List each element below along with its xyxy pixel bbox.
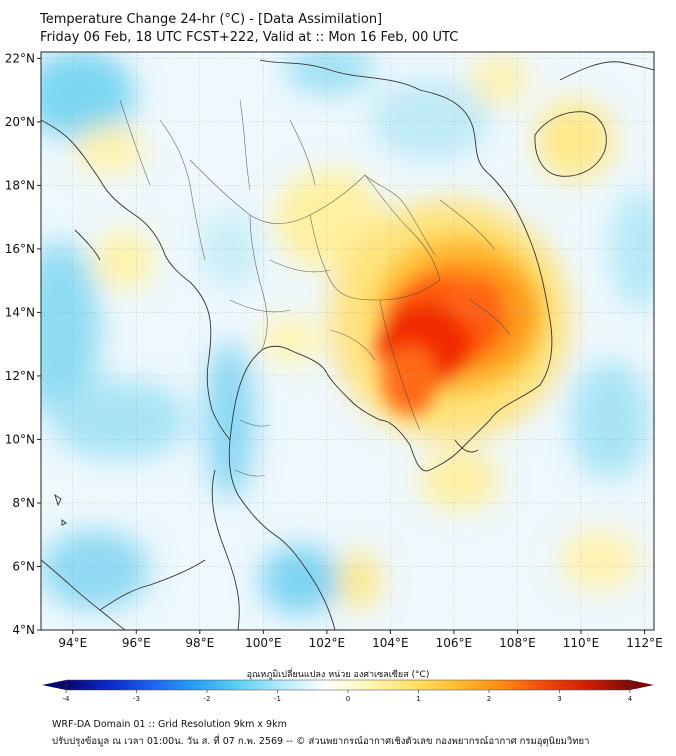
colorbar-title: อุณหภูมิเปลี่ยนแปลง หน่วย องศาเซลเซียส (… [246, 670, 430, 680]
lat-tick-label: 16°N [5, 242, 35, 256]
lon-tick-label: 110°E [563, 636, 600, 650]
lon-tick-label: 94°E [58, 636, 87, 650]
colorbar-tick-label: 1 [416, 695, 420, 703]
colorbar-tick-label: 2 [487, 695, 491, 703]
lon-tick-label: 102°E [309, 636, 346, 650]
colorbar: -4 -3 -2 -1 0 1 2 3 4 [42, 679, 654, 703]
map-subtitle: Friday 06 Feb, 18 UTC FCST+222, Valid at… [40, 30, 459, 45]
lon-tick-label: 108°E [499, 636, 536, 650]
colorbar-tick-label: -2 [204, 695, 211, 703]
lat-tick-label: 12°N [5, 369, 35, 383]
lon-tick-label: 98°E [185, 636, 214, 650]
temperature-field [41, 52, 654, 630]
colorbar-tick-label: -4 [63, 695, 71, 703]
colorbar-tick-label: -1 [274, 695, 281, 703]
footer-model-info: WRF-DA Domain 01 :: Grid Resolution 9km … [52, 719, 287, 730]
lon-tick-label: 96°E [122, 636, 151, 650]
footer-update-info: ปรับปรุงข้อมูล ณ เวลา 01:00น. วัน ส. ที่… [52, 736, 590, 747]
colorbar-tick-label: 3 [557, 695, 561, 703]
lat-tick-label: 6°N [12, 559, 35, 573]
colorbar-tick-label: 0 [346, 695, 350, 703]
lat-tick-label: 14°N [5, 305, 35, 319]
lon-tick-label: 112°E [626, 636, 663, 650]
colorbar-min-extend [42, 680, 66, 690]
lat-tick-label: 4°N [12, 623, 35, 637]
lat-tick-label: 18°N [5, 178, 35, 192]
lat-tick-label: 8°N [12, 496, 35, 510]
lat-tick-label: 10°N [5, 432, 35, 446]
lon-tick-label: 100°E [245, 636, 282, 650]
colorbar-tick-label: 4 [628, 695, 633, 703]
coastlines [41, 59, 654, 630]
lat-tick-label: 20°N [5, 115, 35, 129]
map-title: Temperature Change 24-hr (°C) - [Data As… [40, 12, 383, 27]
longitude-labels: 94°E 96°E 98°E 100°E 102°E 104°E 106°E 108°E 110… [58, 630, 663, 650]
country-borders [119, 99, 511, 477]
graticule [41, 52, 654, 631]
lat-tick-label: 22°N [5, 51, 35, 65]
colorbar-tick-label: -3 [133, 695, 140, 703]
latitude-labels: 22°N 20°N 18°N 16°N 14°N 12°N 10°N 8°N 6°N 4°N [5, 51, 41, 637]
lon-tick-label: 106°E [436, 636, 473, 650]
colorbar-gradient [66, 680, 630, 690]
map-frame [40, 51, 655, 631]
lon-tick-label: 104°E [372, 636, 409, 650]
colorbar-max-extend [630, 680, 654, 690]
